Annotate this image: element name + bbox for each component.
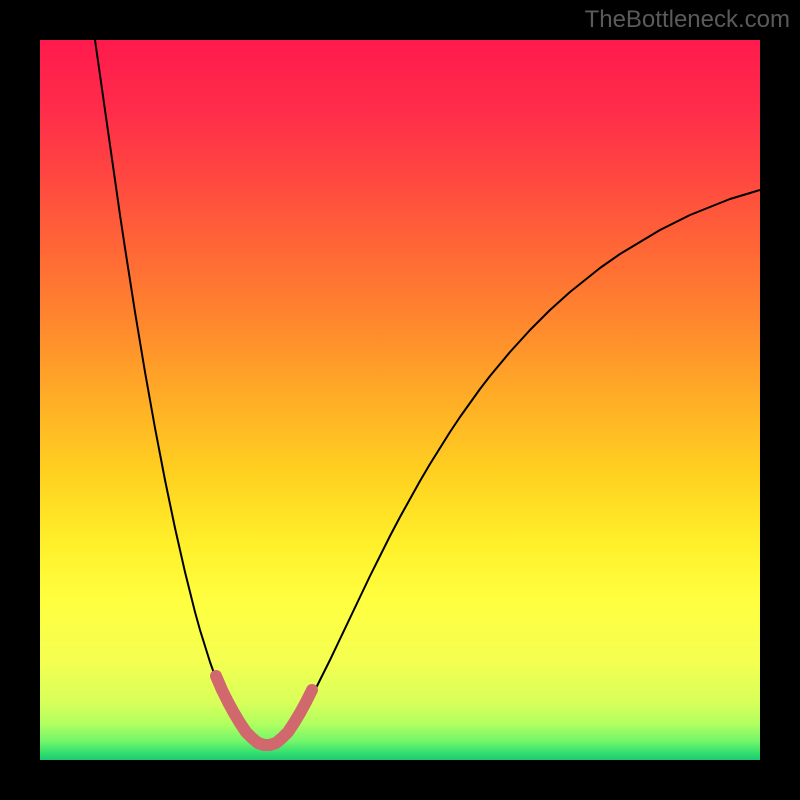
chart-svg: [40, 40, 760, 760]
chart-container: TheBottleneck.com: [0, 0, 800, 800]
watermark-text: TheBottleneck.com: [585, 6, 790, 34]
gradient-background: [40, 40, 760, 760]
plot-area: [40, 40, 760, 760]
